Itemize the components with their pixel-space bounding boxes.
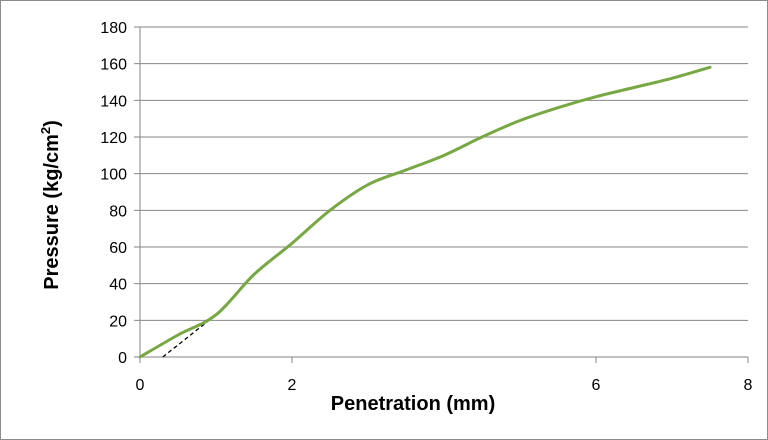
y-axis-title: Pressure (kg/cm2) bbox=[38, 120, 63, 290]
y-tick-label-80: 80 bbox=[109, 203, 127, 220]
y-axis-title-superscript: 2 bbox=[38, 127, 53, 134]
x-tick-label-2: 2 bbox=[288, 377, 297, 394]
y-tick-label-0: 0 bbox=[118, 350, 127, 367]
x-tick-label-0: 0 bbox=[136, 377, 145, 394]
y-tick-label-40: 40 bbox=[109, 277, 127, 294]
y-tick-label-60: 60 bbox=[109, 240, 127, 257]
axes bbox=[134, 26, 749, 363]
y-tick-label-160: 160 bbox=[100, 57, 127, 74]
y-tick-label-20: 20 bbox=[109, 313, 127, 330]
gridlines bbox=[140, 26, 748, 321]
x-tick-label-8: 8 bbox=[744, 377, 753, 394]
y-tick-label-180: 180 bbox=[100, 20, 127, 37]
x-axis-title: Penetration (mm) bbox=[331, 393, 495, 415]
series-group bbox=[138, 65, 712, 359]
y-axis-title-main: Pressure (kg/cm bbox=[41, 134, 63, 290]
y-tick-label-140: 140 bbox=[100, 93, 127, 110]
x-tick-label-6: 6 bbox=[592, 377, 601, 394]
y-axis-title-close: ) bbox=[41, 120, 63, 127]
y-tick-label-120: 120 bbox=[100, 130, 127, 147]
y-tick-labels: 0 20 40 60 80 100 120 140 160 180 bbox=[100, 20, 127, 367]
series-line-0 bbox=[138, 65, 712, 359]
y-tick-label-100: 100 bbox=[100, 167, 127, 184]
x-tick-labels: 0 2 6 8 bbox=[136, 377, 753, 394]
